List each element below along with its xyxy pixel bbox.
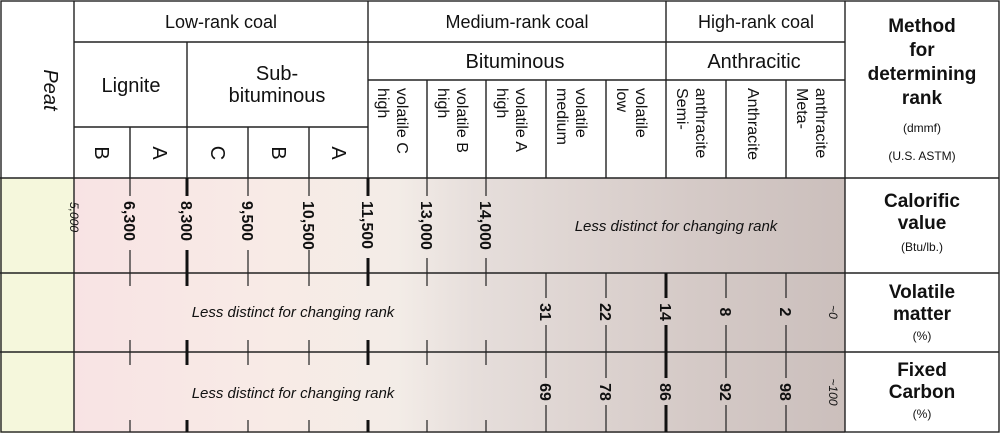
fixed-98: 98 (776, 383, 793, 401)
method-title-1: Method (888, 16, 956, 37)
calorific-11500: 11,500 (358, 201, 375, 249)
subbituminous-label-2: bituminous (229, 85, 326, 107)
group-high-rank: High-rank coal (698, 12, 814, 32)
volatile-label-2: matter (893, 304, 952, 325)
method-basis: (dmmf) (903, 121, 941, 135)
volatile-0: ~0 (826, 305, 840, 319)
lignite-label: Lignite (102, 75, 161, 97)
subbit-a: A (327, 146, 349, 160)
hvc-line1: high (374, 88, 391, 118)
fixed-ticks (129, 352, 787, 432)
hvc-line2: volatile C (393, 88, 410, 154)
subbituminous-label-1: Sub- (256, 63, 298, 85)
lv-line2: volatile (632, 88, 649, 138)
calorific-unit: (Btu/lb.) (901, 240, 943, 254)
semi-line1: Semi- (673, 88, 690, 130)
method-standard: (U.S. ASTM) (888, 149, 955, 163)
calorific-10500: 10,500 (299, 201, 316, 250)
volatile-31: 31 (536, 303, 553, 321)
volatile-ticks (129, 273, 787, 352)
subbit-c: C (206, 146, 228, 160)
calorific-6300: 6,300 (120, 201, 137, 241)
fixed-86: 86 (656, 383, 673, 401)
mv-line2: volatile (572, 88, 589, 138)
method-title-2: for (909, 40, 935, 61)
hva-line1: high (493, 88, 510, 118)
calorific-13000: 13,000 (417, 201, 434, 250)
method-title-3: determining (868, 64, 977, 85)
fixed-69: 69 (536, 383, 553, 401)
semi-line2: anthracite (692, 88, 709, 158)
calorific-9500: 9,500 (238, 201, 255, 241)
calorific-boundaries (129, 178, 487, 273)
fixed-label-2: Carbon (889, 382, 956, 403)
volatile-14: 14 (656, 303, 673, 321)
calorific-5000: 5,000 (67, 202, 81, 232)
lignite-b: B (90, 146, 112, 159)
fixed-label-1: Fixed (897, 360, 947, 381)
anthracite-label: Anthracite (744, 88, 761, 160)
volatile-2: 2 (776, 308, 793, 317)
volatile-note: Less distinct for changing rank (192, 304, 396, 321)
meta-line2: anthracite (812, 88, 829, 158)
volatile-label-1: Volatile (889, 282, 955, 303)
volatile-8: 8 (716, 308, 733, 317)
volatile-22: 22 (596, 303, 613, 321)
peat-fill (0, 178, 74, 433)
mv-line1: medium (553, 88, 570, 145)
bituminous-label: Bituminous (466, 51, 565, 73)
hvb-line1: high (434, 88, 451, 118)
fixed-78: 78 (596, 383, 613, 401)
hvb-line2: volatile B (453, 88, 470, 153)
calorific-note: Less distinct for changing rank (575, 218, 779, 235)
calorific-label-1: Calorific (884, 191, 960, 212)
calorific-label-2: value (898, 213, 947, 234)
fixed-note: Less distinct for changing rank (192, 385, 396, 402)
fixed-92: 92 (716, 383, 733, 401)
group-low-rank: Low-rank coal (165, 12, 277, 32)
subbit-b: B (267, 146, 289, 159)
fixed-100: ~100 (826, 378, 840, 405)
rank-fill (74, 178, 845, 433)
method-title-4: rank (902, 88, 943, 109)
fixed-unit: (%) (913, 407, 932, 421)
group-medium-rank: Medium-rank coal (445, 12, 588, 32)
calorific-8300: 8,300 (177, 201, 194, 241)
meta-line1: Meta- (793, 88, 810, 129)
calorific-14000: 14,000 (476, 201, 493, 250)
volatile-unit: (%) (913, 329, 932, 343)
lv-line1: low (613, 88, 630, 112)
lignite-a: A (148, 146, 170, 160)
peat-label: Peat (39, 69, 61, 112)
hva-line2: volatile A (512, 88, 529, 152)
anthracitic-label: Anthracitic (707, 51, 800, 73)
